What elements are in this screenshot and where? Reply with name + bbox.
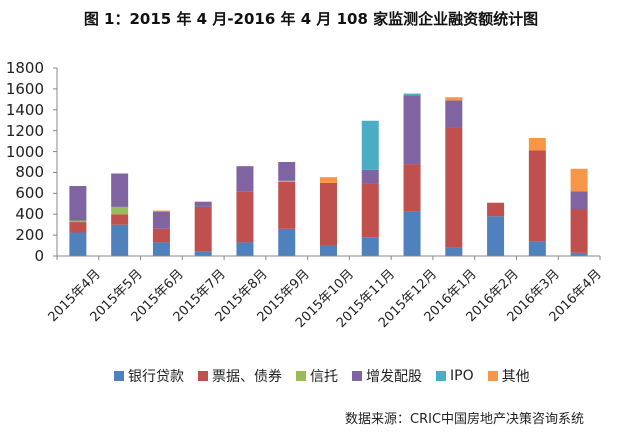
- bar-segment: [69, 220, 87, 223]
- bar-stack: [403, 93, 421, 256]
- bar-segment: [528, 137, 546, 151]
- legend-item: IPO: [436, 368, 474, 384]
- bar-segment: [487, 202, 505, 217]
- bar-stack: [152, 210, 170, 256]
- legend-item: 信托: [296, 366, 338, 386]
- bar-stack: [320, 177, 337, 256]
- bar-segment: [152, 211, 170, 229]
- bar-segment: [278, 162, 296, 181]
- legend-label: 增发配股: [366, 369, 422, 385]
- legend-swatch-icon: [352, 371, 362, 381]
- bar-segment: [403, 93, 421, 96]
- legend-swatch-icon: [198, 371, 208, 381]
- bar-segment: [69, 222, 87, 233]
- bar-stack: [361, 120, 379, 256]
- bar-segment: [528, 150, 546, 242]
- legend-swatch-icon: [487, 371, 498, 381]
- bar-segment: [69, 186, 87, 221]
- y-tick-label: 200: [15, 226, 44, 245]
- bar-segment: [278, 228, 296, 256]
- bar-stack: [69, 186, 87, 256]
- bar-segment: [320, 245, 337, 256]
- y-tick-label: 600: [15, 184, 44, 203]
- legend-label: 票据、债券: [212, 369, 282, 385]
- bar-segment: [361, 237, 379, 256]
- bar-segment: [152, 210, 170, 212]
- legend-swatch-icon: [296, 371, 306, 381]
- y-tick-label: 1000: [5, 142, 44, 161]
- bar-segment: [194, 206, 212, 252]
- bar-segment: [361, 120, 379, 170]
- bar-segment: [445, 97, 463, 101]
- legend-label: 信托: [310, 369, 338, 385]
- bar-segment: [152, 228, 170, 243]
- chart-title: 图 1：2015 年 4 月-2016 年 4 月 108 家监测企业融资额统计…: [83, 10, 539, 28]
- bar-segment: [403, 211, 421, 256]
- legend: 银行贷款 票据、债券 信托 增发配股 IPO 其他: [114, 366, 530, 386]
- bar-segment: [487, 216, 505, 256]
- bar-segment: [69, 232, 87, 256]
- y-tick-label: 1400: [5, 100, 44, 119]
- bar-stack: [487, 202, 505, 256]
- legend-label: 其他: [501, 369, 530, 385]
- bar-segment: [403, 164, 421, 212]
- y-tick-label: 1200: [5, 121, 44, 140]
- bar-segment: [570, 168, 588, 192]
- bar-segment: [445, 127, 463, 248]
- y-tick-label: 800: [15, 163, 44, 182]
- bar-segment: [236, 166, 254, 192]
- y-tick-label: 1600: [5, 79, 44, 98]
- legend-swatch-icon: [436, 371, 446, 381]
- bar-segment: [236, 242, 254, 256]
- bar-segment: [278, 181, 296, 229]
- bar-segment: [278, 180, 296, 182]
- bar-segment: [111, 214, 129, 225]
- legend-label: 银行贷款: [128, 369, 184, 385]
- x-axis: [56, 255, 601, 260]
- legend-item: 票据、债券: [198, 366, 282, 386]
- legend-swatch-icon: [114, 371, 124, 381]
- legend-item: 银行贷款: [114, 366, 184, 386]
- bar-segment: [445, 247, 463, 256]
- bar-stack: [236, 166, 254, 256]
- bar-segment: [320, 182, 337, 246]
- bar-segment: [320, 177, 337, 183]
- bars: [69, 93, 588, 256]
- bar-segment: [403, 95, 421, 165]
- y-axis: [53, 67, 58, 257]
- bar-segment: [111, 206, 129, 215]
- bar-segment: [194, 201, 212, 207]
- bar-segment: [570, 209, 588, 253]
- y-tick-label: 0: [34, 247, 44, 265]
- legend-item: 增发配股: [352, 366, 422, 386]
- bar-stack: [111, 173, 129, 256]
- bar-stack: [194, 201, 212, 256]
- bar-segment: [152, 242, 170, 256]
- bar-segment: [236, 191, 254, 243]
- bar-segment: [361, 169, 379, 184]
- source-note: 数据来源：CRIC中国房地产决策咨询系统: [345, 412, 585, 427]
- bar-stack: [528, 137, 546, 256]
- bar-segment: [361, 183, 379, 238]
- bar-stack: [445, 97, 463, 256]
- y-tick-label: 1800: [5, 59, 44, 77]
- bar-segment: [528, 241, 546, 256]
- legend-label: IPO: [450, 368, 474, 384]
- bar-segment: [570, 252, 588, 256]
- bar-stack: [570, 168, 588, 256]
- bar-segment: [111, 173, 129, 207]
- bar-stack: [278, 162, 296, 256]
- bar-segment: [570, 191, 588, 209]
- bar-segment: [194, 251, 212, 256]
- bar-segment: [445, 100, 463, 128]
- bar-segment: [111, 224, 129, 256]
- legend-item: 其他: [487, 366, 530, 386]
- y-tick-label: 400: [15, 205, 44, 224]
